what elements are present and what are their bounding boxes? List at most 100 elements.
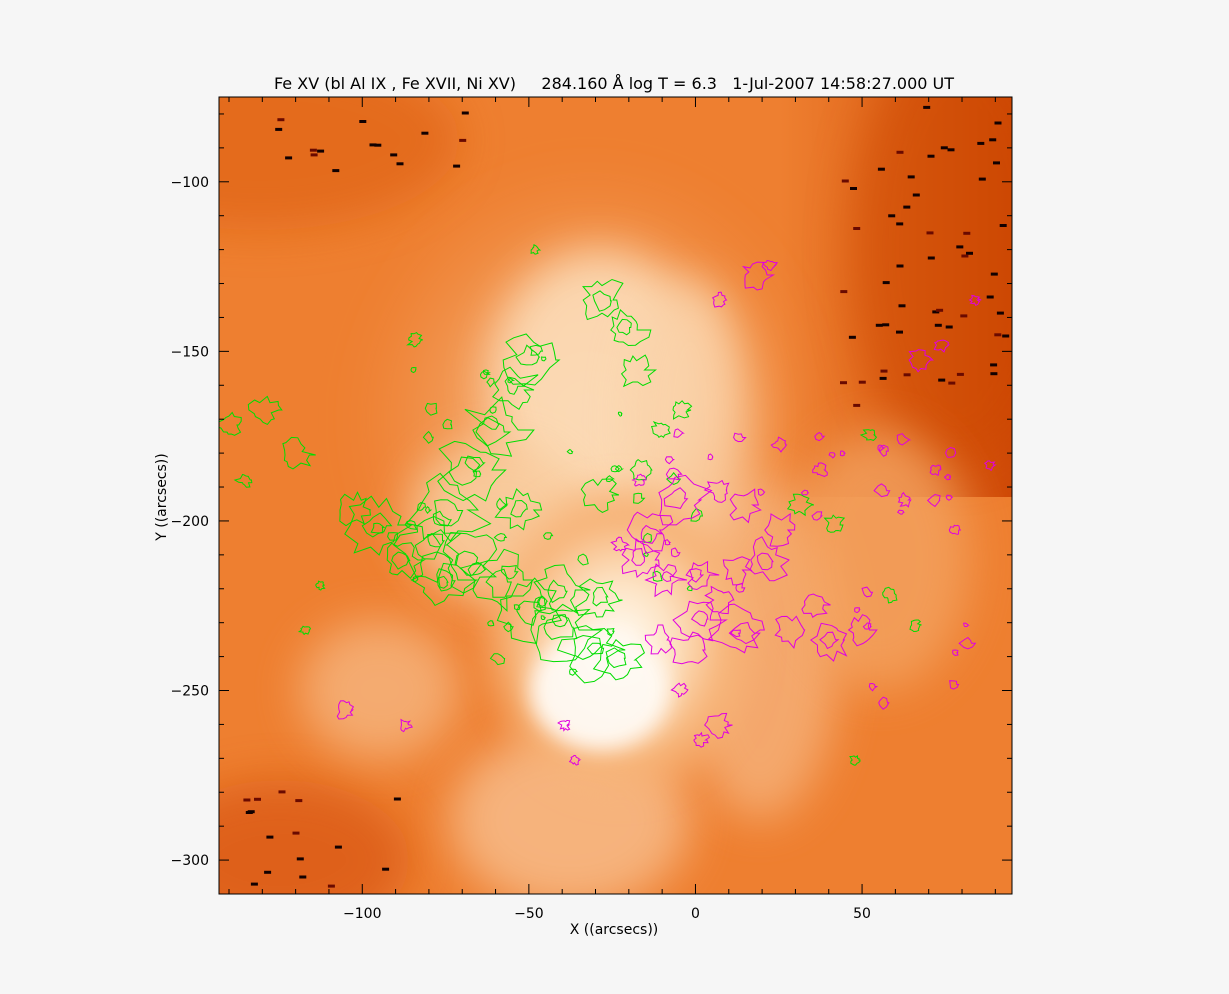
y-axis-label: Y ((arcsecs)) (154, 453, 170, 541)
contour-line (541, 356, 547, 362)
contour-line (861, 586, 874, 598)
contour-line (644, 624, 672, 655)
contour-line (631, 548, 646, 566)
contour-line (669, 631, 708, 665)
contour-line (605, 647, 627, 669)
contour-line (809, 622, 848, 662)
contour-line (958, 636, 977, 650)
contour-line (393, 516, 463, 583)
contour-line (764, 512, 796, 547)
contour-line (823, 514, 846, 533)
bad-pixel (994, 121, 1002, 125)
bad-pixel (250, 882, 258, 886)
bad-pixel (275, 127, 283, 131)
bad-pixel (936, 308, 944, 312)
contour-line (427, 533, 445, 548)
contour-line (665, 471, 682, 485)
contour-line (391, 551, 411, 570)
contour-line (556, 625, 626, 684)
contour-line (448, 456, 481, 486)
y-tick-label: −300 (171, 853, 209, 869)
contour-line (933, 339, 951, 353)
bad-pixel (853, 403, 861, 407)
contour-line (704, 712, 733, 739)
bad-pixel (295, 799, 303, 803)
contour-line (503, 621, 514, 633)
bad-pixel (947, 148, 955, 152)
contour-line (492, 366, 539, 411)
contour-line (610, 536, 630, 552)
contour-line (437, 440, 507, 502)
contour-line (733, 432, 747, 443)
bad-pixel (850, 187, 857, 190)
bad-pixel (461, 111, 469, 115)
contour-line (410, 366, 417, 374)
bad-pixel (966, 251, 973, 255)
contour-line (949, 680, 960, 690)
contour-line (533, 564, 591, 615)
contour-line (537, 595, 549, 607)
contour-line (424, 505, 433, 515)
contour-line (233, 473, 253, 488)
bad-pixel (945, 325, 953, 329)
bad-pixel (996, 311, 1004, 315)
contour-line (672, 400, 693, 420)
contour-line (945, 494, 954, 501)
contour-line (406, 331, 423, 348)
contour-line (568, 754, 582, 766)
contour-line (606, 628, 615, 636)
contour-line (400, 718, 414, 733)
bad-pixel (990, 372, 998, 376)
bad-pixel (848, 335, 856, 339)
bad-pixel (369, 143, 377, 147)
contour-line (434, 499, 464, 527)
bad-pixel (882, 281, 890, 285)
contour-line (652, 570, 663, 582)
contour-line (472, 470, 482, 478)
contour-line (486, 377, 496, 388)
contour-line (761, 259, 779, 272)
contour-line (297, 625, 311, 635)
contour-line (282, 436, 316, 470)
bad-pixel (986, 295, 994, 299)
bad-pixel (989, 138, 997, 142)
contour-line (404, 520, 418, 531)
contour-line (631, 473, 647, 487)
contour-line (464, 455, 486, 472)
contour-line (983, 460, 997, 472)
x-tick-label: 50 (853, 906, 871, 922)
contour-line (610, 309, 652, 347)
bad-pixel (948, 381, 956, 385)
bad-pixel (888, 214, 896, 218)
contour-line (614, 464, 625, 473)
bad-pixel (382, 867, 390, 871)
contour-line (626, 511, 674, 554)
contour-line (690, 610, 709, 627)
contour-line (467, 561, 487, 576)
contour-line (673, 428, 685, 438)
contour-line (496, 497, 509, 511)
contour-line (575, 578, 623, 618)
x-tick-label: −100 (343, 906, 381, 922)
contour-line (336, 700, 355, 720)
contour-line (510, 499, 528, 518)
intensity-map (219, 97, 1012, 894)
contour-line (617, 411, 623, 417)
contour-line (707, 603, 765, 654)
contour-line (416, 502, 427, 511)
bad-pixel (990, 363, 998, 367)
contour-line (690, 507, 704, 522)
contour-line (442, 531, 498, 594)
contour-line (513, 604, 521, 611)
bad-pixel (296, 857, 304, 861)
contour-line (689, 568, 705, 583)
contour-line (929, 464, 942, 477)
contour-line (849, 754, 861, 766)
contour-line (530, 244, 542, 255)
contour-line (897, 491, 912, 508)
bad-pixel (841, 179, 849, 183)
bad-pixel (292, 831, 300, 835)
bad-pixel (264, 870, 272, 874)
bad-pixel (875, 323, 883, 327)
bad-pixel (938, 378, 946, 382)
